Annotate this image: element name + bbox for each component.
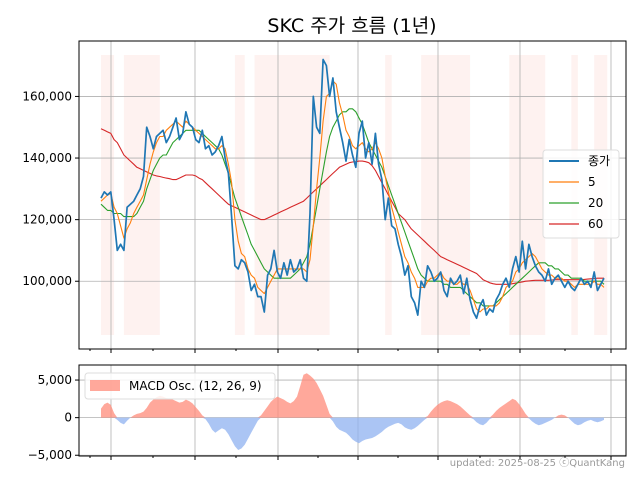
price-plot-frame — [78, 40, 627, 350]
price-legend: 종가 5 20 60 — [542, 149, 620, 239]
macd-legend-box — [84, 372, 276, 400]
macd-ytick-label-2: 5,000 — [38, 373, 72, 387]
chart-title: SKC 주가 흐름 (1년) — [267, 15, 436, 37]
macd-legend: MACD Osc. (12, 26, 9) — [84, 372, 276, 400]
macd-ytick-label-0: −5,000 — [28, 448, 72, 462]
legend-label-0: 종가 — [588, 154, 610, 168]
legend-label-2: 20 — [588, 196, 603, 210]
price-axis-ticks: 100,000 120,000 140,000 160,000 — [22, 89, 612, 353]
footer-text: updated: 2025-08-25 ⓒQuantKang — [450, 457, 625, 469]
macd-legend-swatch — [90, 380, 120, 391]
price-ytick-label-1: 120,000 — [22, 213, 72, 227]
macd-plot-frame — [78, 364, 627, 457]
series-line-0 — [100, 58, 605, 320]
price-ytick-label-2: 140,000 — [22, 151, 72, 165]
price-series-lines — [100, 58, 605, 320]
series-line-2 — [100, 108, 605, 307]
price-ytick-label-0: 100,000 — [22, 274, 72, 288]
series-line-3 — [100, 128, 604, 285]
macd-axis-ticks: −5,000 0 5,000 — [28, 373, 612, 462]
shaded-period-6 — [509, 55, 546, 335]
macd-legend-label: MACD Osc. (12, 26, 9) — [129, 379, 262, 393]
macd-positive-area — [101, 373, 604, 418]
macd-ytick-label-1: 0 — [64, 411, 72, 425]
macd-negative-area — [101, 417, 604, 450]
legend-label-3: 60 — [588, 217, 603, 231]
legend-label-1: 5 — [588, 175, 596, 189]
shaded-period-2 — [234, 55, 245, 335]
macd-panel: −5,000 0 5,000 MACD Osc. (12, 26, 9) — [28, 364, 627, 462]
price-ytick-label-3: 160,000 — [22, 89, 72, 103]
price-legend-box — [542, 149, 620, 239]
macd-oscillator-area — [101, 373, 604, 450]
shaded-period-1 — [123, 55, 160, 335]
price-panel: 100,000 120,000 140,000 160,000 종가 5 20 60 — [22, 40, 627, 353]
